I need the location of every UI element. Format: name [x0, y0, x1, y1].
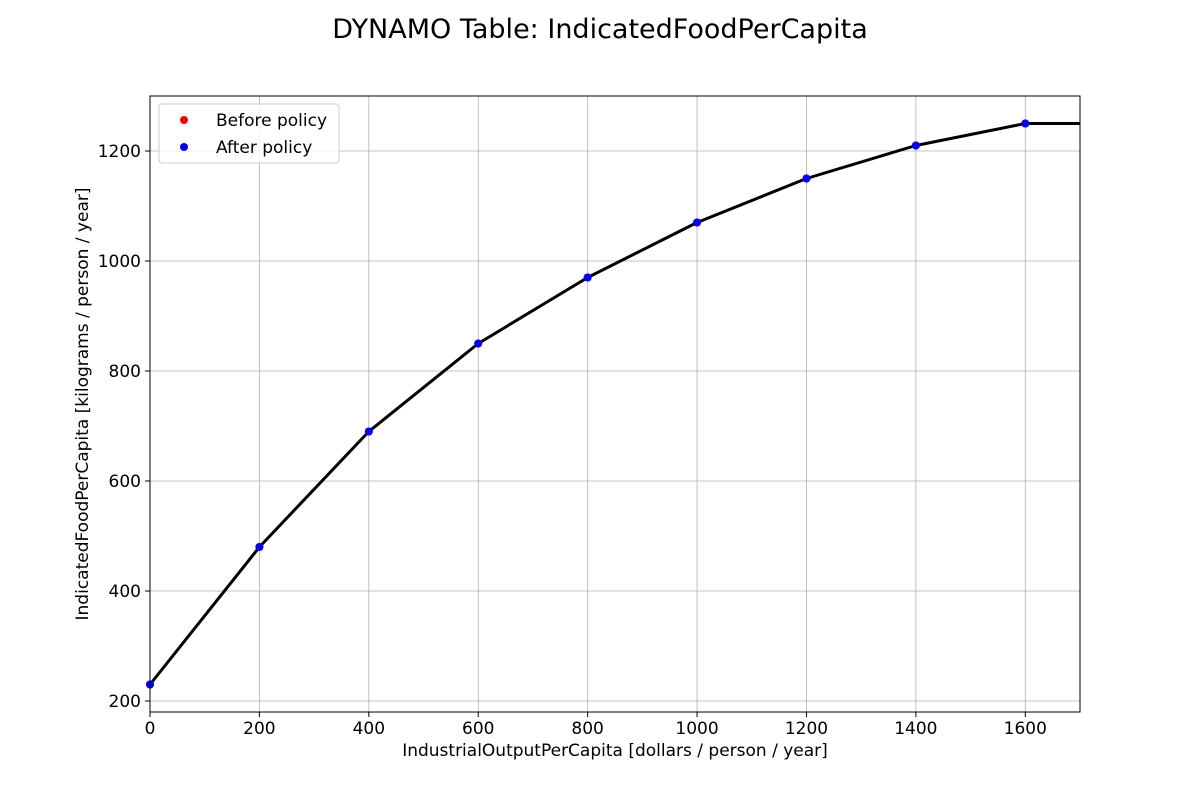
table-function-line — [148, 122, 1080, 686]
x-tick-label: 800 — [571, 719, 603, 739]
x-tick-label: 0 — [145, 719, 156, 739]
y-axis-ticks: 200 400 600 800 1000 1200 — [98, 142, 150, 712]
legend-box — [158, 103, 340, 164]
x-tick-label: 1200 — [785, 719, 828, 739]
x-axis-ticks: 0 200 400 600 800 1000 1200 1400 1600 — [145, 712, 1047, 739]
data-point-series-1 — [583, 273, 592, 282]
legend-label: After policy — [216, 138, 312, 158]
data-point-series-1 — [474, 339, 483, 348]
x-tick-label: 400 — [353, 719, 385, 739]
chart-title: DYNAMO Table: IndicatedFoodPerCapita — [332, 14, 868, 45]
data-point-series-1 — [802, 174, 811, 183]
x-tick-label: 1000 — [675, 719, 718, 739]
x-tick-label: 1400 — [894, 719, 937, 739]
legend-marker — [180, 143, 188, 151]
y-tick-label: 1200 — [98, 142, 141, 162]
legend-marker — [180, 116, 188, 124]
legend-label: Before policy — [216, 111, 327, 131]
plot-line-group — [148, 122, 1080, 686]
y-tick-label: 1000 — [98, 252, 141, 272]
data-point-series-1 — [693, 218, 702, 227]
y-tick-label: 400 — [109, 582, 141, 602]
y-axis-label: IndicatedFoodPerCapita [kilograms / pers… — [73, 188, 93, 621]
plot-frame — [149, 95, 1081, 713]
y-tick-label: 200 — [109, 692, 141, 712]
data-point-series-1 — [911, 141, 920, 150]
data-point-series-1 — [364, 427, 373, 436]
x-tick-label: 200 — [243, 719, 275, 739]
y-tick-label: 600 — [109, 472, 141, 492]
data-point-series-1 — [1021, 119, 1030, 128]
data-point-series-1 — [255, 543, 264, 551]
legend: Before policy After policy — [158, 103, 340, 164]
x-tick-label: 1600 — [1004, 719, 1047, 739]
x-tick-label: 600 — [462, 719, 494, 739]
y-tick-label: 800 — [109, 362, 141, 382]
data-points — [146, 119, 1030, 689]
x-axis-label: IndustrialOutputPerCapita [dollars / per… — [402, 741, 828, 761]
grid — [149, 96, 1080, 712]
